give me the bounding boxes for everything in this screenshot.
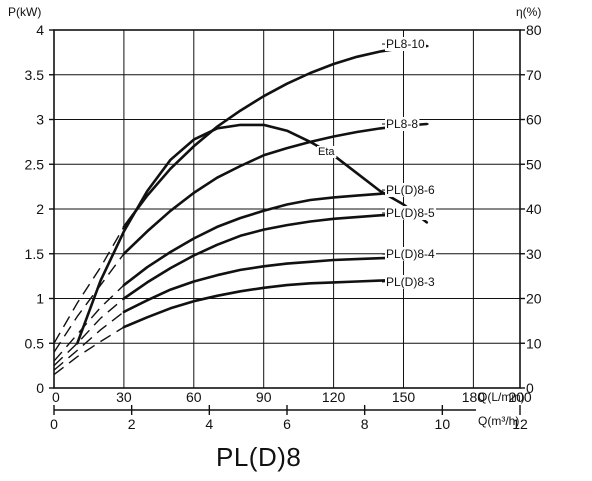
series-label: PL(D)8-6 <box>386 183 435 197</box>
right-tick-label: 40 <box>526 201 542 217</box>
left-tick-label: 3.5 <box>25 67 45 83</box>
series-curve-dashed <box>53 311 125 371</box>
x-tick-label: 120 <box>322 389 346 405</box>
left-tick-label: 4 <box>36 22 44 38</box>
x2-tick-label: 6 <box>283 416 291 432</box>
series-curve-dashed <box>53 253 125 353</box>
series-curve <box>122 277 429 329</box>
x2-tick-label: 4 <box>205 416 213 432</box>
series-curve <box>122 44 429 229</box>
left-tick-label: 0.5 <box>25 335 45 351</box>
series-label: PL(D)8-3 <box>386 275 435 289</box>
x-axis2-label: Q(m³/h) <box>478 414 519 428</box>
right-tick-label: 70 <box>526 67 542 83</box>
left-tick-label: 2 <box>36 201 44 217</box>
x2-tick-label: 0 <box>50 416 58 432</box>
series-curve-dashed <box>53 326 125 376</box>
x2-tick-label: 8 <box>361 416 369 432</box>
x-tick-label: 30 <box>116 389 132 405</box>
right-tick-label: 20 <box>526 291 542 307</box>
series-curve-dashed <box>53 297 125 367</box>
label-background <box>385 183 437 197</box>
series-label: PL(D)8-4 <box>386 247 435 261</box>
series-curves <box>53 44 429 376</box>
left-tick-label: 3 <box>36 112 44 128</box>
series-curve <box>122 189 429 287</box>
right-axis-label: η(%) <box>516 5 541 19</box>
x2-tick-label: 2 <box>128 416 136 432</box>
x-tick-label: 60 <box>186 389 202 405</box>
x-tick-label: 150 <box>392 389 416 405</box>
series-curve-dashed <box>53 226 125 344</box>
left-axis-label: P(kW) <box>8 5 41 19</box>
right-tick-label: 0 <box>526 380 534 396</box>
series-curve-dashed <box>53 284 125 362</box>
left-tick-label: 1.5 <box>25 246 45 262</box>
right-tick-label: 10 <box>526 335 542 351</box>
right-tick-label: 60 <box>526 112 542 128</box>
x-tick-label: 200 <box>508 389 532 405</box>
left-tick-label: 2.5 <box>25 156 45 172</box>
second-bottom-axis: 0 2 4 6 8 10 12 <box>50 405 528 432</box>
series-curve <box>122 212 429 300</box>
series-label: PL8-10 <box>386 37 425 51</box>
right-tick-label: 30 <box>526 246 542 262</box>
label-background <box>385 37 427 51</box>
series-curve <box>122 122 429 256</box>
right-tick-label: 50 <box>526 156 542 172</box>
x2-tick-label: 12 <box>512 416 528 432</box>
series-label: Eta <box>318 146 335 158</box>
label-background <box>385 275 437 289</box>
x-tick-label: 180 <box>462 389 486 405</box>
bottom-axis-ticks: 0 30 60 90 120 150 180 200 <box>52 389 532 405</box>
left-axis-ticks: 0 0.5 1 1.5 2 2.5 3 3.5 4 <box>25 22 54 396</box>
label-background <box>385 206 437 220</box>
series-curve <box>122 255 429 314</box>
series-labels: PL8-10 PL8-8 PL(D)8-6 PL(D)8-5 PL(D)8-4 PL(D)… <box>317 37 437 289</box>
right-tick-label: 80 <box>526 22 542 38</box>
right-axis-ticks: 0 10 20 30 40 50 60 70 80 <box>520 22 542 396</box>
label-background <box>385 117 420 131</box>
left-tick-label: 0 <box>36 380 44 396</box>
label-background <box>385 247 437 261</box>
chart-title: PL(D)8 <box>216 442 301 472</box>
x-tick-label: 0 <box>52 389 60 405</box>
series-label: PL8-8 <box>386 117 418 131</box>
label-background <box>317 146 337 158</box>
series-curve <box>76 123 429 345</box>
x2-tick-label: 10 <box>435 416 451 432</box>
left-tick-label: 1 <box>36 291 44 307</box>
x-axis-label: Q(L/min) <box>478 390 525 404</box>
series-label: PL(D)8-5 <box>386 206 435 220</box>
x-tick-label: 90 <box>256 389 272 405</box>
